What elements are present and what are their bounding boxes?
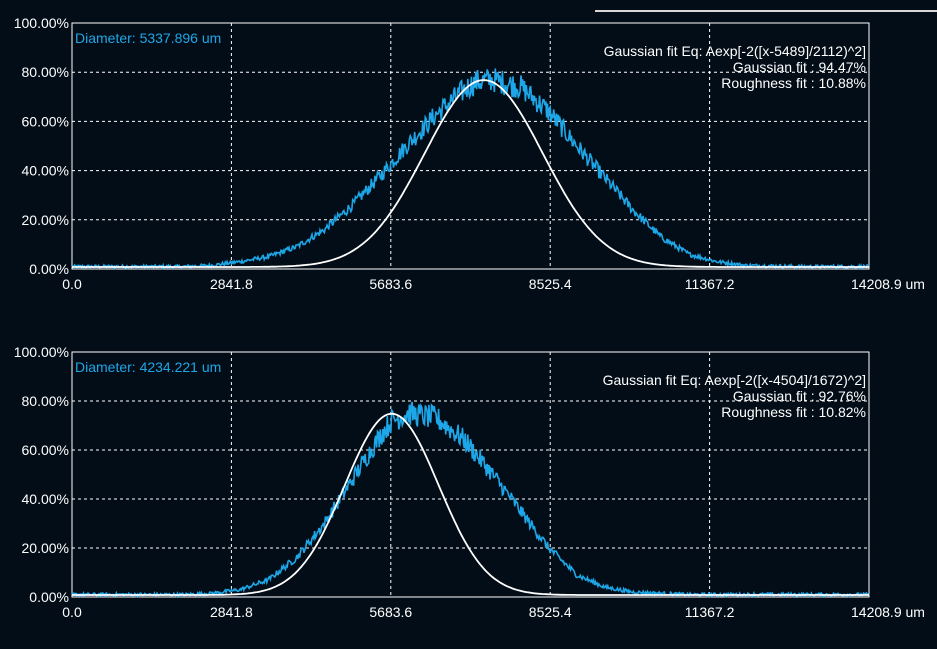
gaussian-fit-label: Gaussian fit : 94.47% [733, 59, 866, 75]
y-tick-label: 60.00% [22, 442, 69, 458]
gaussian-equation-label: Gaussian fit Eq: Aexp[-2([x-5489]/2112)^… [604, 43, 866, 59]
gaussian-fit-line [72, 412, 869, 596]
beam-profile-plot-top[interactable]: 0.00% 20.00% 40.00% 60.00% 80.00% 100.00% 0.0 2… [14, 15, 925, 292]
x-tick-label: 14208.9 um [851, 604, 925, 620]
profile-series-line [71, 68, 870, 271]
y-tick-label: 60.00% [22, 113, 69, 129]
diameter-label: Diameter: 5337.896 um [75, 30, 221, 46]
x-tick-label: 11367.2 [685, 276, 735, 292]
y-tick-label: 80.00% [22, 64, 69, 80]
profile-series-line [71, 401, 870, 599]
y-tick-label: 80.00% [22, 393, 69, 409]
y-tick-label: 0.00% [29, 589, 69, 605]
toolbar-strip [595, 0, 937, 12]
gaussian-equation-label: Gaussian fit Eq: Aexp[-2([x-4504]/1672)^… [603, 372, 866, 388]
gaussian-fit-line [72, 79, 869, 268]
y-tick-label: 0.00% [29, 261, 69, 277]
x-tick-label: 0.0 [62, 276, 82, 292]
x-tick-label: 5683.6 [369, 604, 412, 620]
diameter-label: Diameter: 4234.221 um [75, 359, 221, 375]
x-tick-label: 8525.4 [529, 276, 572, 292]
x-tick-label: 2841.8 [210, 276, 253, 292]
gaussian-fit-label: Gaussian fit : 92.76% [733, 388, 866, 404]
y-tick-label: 40.00% [22, 163, 69, 179]
x-tick-label: 2841.8 [210, 604, 253, 620]
x-tick-label: 14208.9 um [851, 276, 925, 292]
y-tick-label: 20.00% [22, 212, 69, 228]
plot-frame [71, 351, 870, 598]
y-tick-label: 40.00% [22, 491, 69, 507]
plot-frame [71, 22, 870, 270]
x-tick-label: 5683.6 [369, 276, 412, 292]
roughness-fit-label: Roughness fit : 10.82% [721, 404, 866, 420]
x-tick-label: 8525.4 [529, 604, 572, 620]
x-tick-label: 0.0 [62, 604, 82, 620]
y-tick-label: 100.00% [14, 15, 69, 31]
y-tick-label: 100.00% [14, 344, 69, 360]
x-tick-label: 11367.2 [685, 604, 735, 620]
roughness-fit-label: Roughness fit : 10.88% [721, 75, 866, 91]
toolbar-strip-lines [595, 10, 937, 12]
y-tick-label: 20.00% [22, 540, 69, 556]
beam-profile-plot-bottom[interactable]: 0.00% 20.00% 40.00% 60.00% 80.00% 100.00% 0.0 2… [14, 344, 925, 620]
